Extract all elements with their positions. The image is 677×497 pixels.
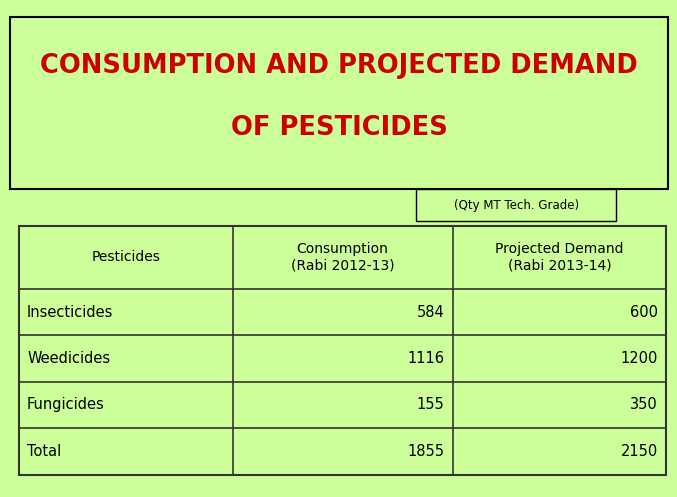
Text: 600: 600 <box>630 305 658 320</box>
Text: 584: 584 <box>417 305 445 320</box>
Text: Total: Total <box>27 444 62 459</box>
FancyBboxPatch shape <box>10 17 668 189</box>
Text: OF PESTICIDES: OF PESTICIDES <box>231 115 447 141</box>
Text: Consumption
(Rabi 2012-13): Consumption (Rabi 2012-13) <box>290 243 395 272</box>
FancyBboxPatch shape <box>416 189 616 221</box>
Text: 1200: 1200 <box>621 351 658 366</box>
Text: 1116: 1116 <box>408 351 445 366</box>
Text: CONSUMPTION AND PROJECTED DEMAND: CONSUMPTION AND PROJECTED DEMAND <box>41 53 638 79</box>
FancyBboxPatch shape <box>19 226 666 475</box>
Text: (Qty MT Tech. Grade): (Qty MT Tech. Grade) <box>454 198 579 212</box>
Text: 1855: 1855 <box>408 444 445 459</box>
Text: Weedicides: Weedicides <box>27 351 110 366</box>
Text: Fungicides: Fungicides <box>27 398 105 413</box>
Text: Pesticides: Pesticides <box>91 250 160 264</box>
Text: 350: 350 <box>630 398 658 413</box>
Text: Insecticides: Insecticides <box>27 305 114 320</box>
Text: 2150: 2150 <box>621 444 658 459</box>
Text: 155: 155 <box>417 398 445 413</box>
Text: Projected Demand
(Rabi 2013-14): Projected Demand (Rabi 2013-14) <box>495 243 624 272</box>
